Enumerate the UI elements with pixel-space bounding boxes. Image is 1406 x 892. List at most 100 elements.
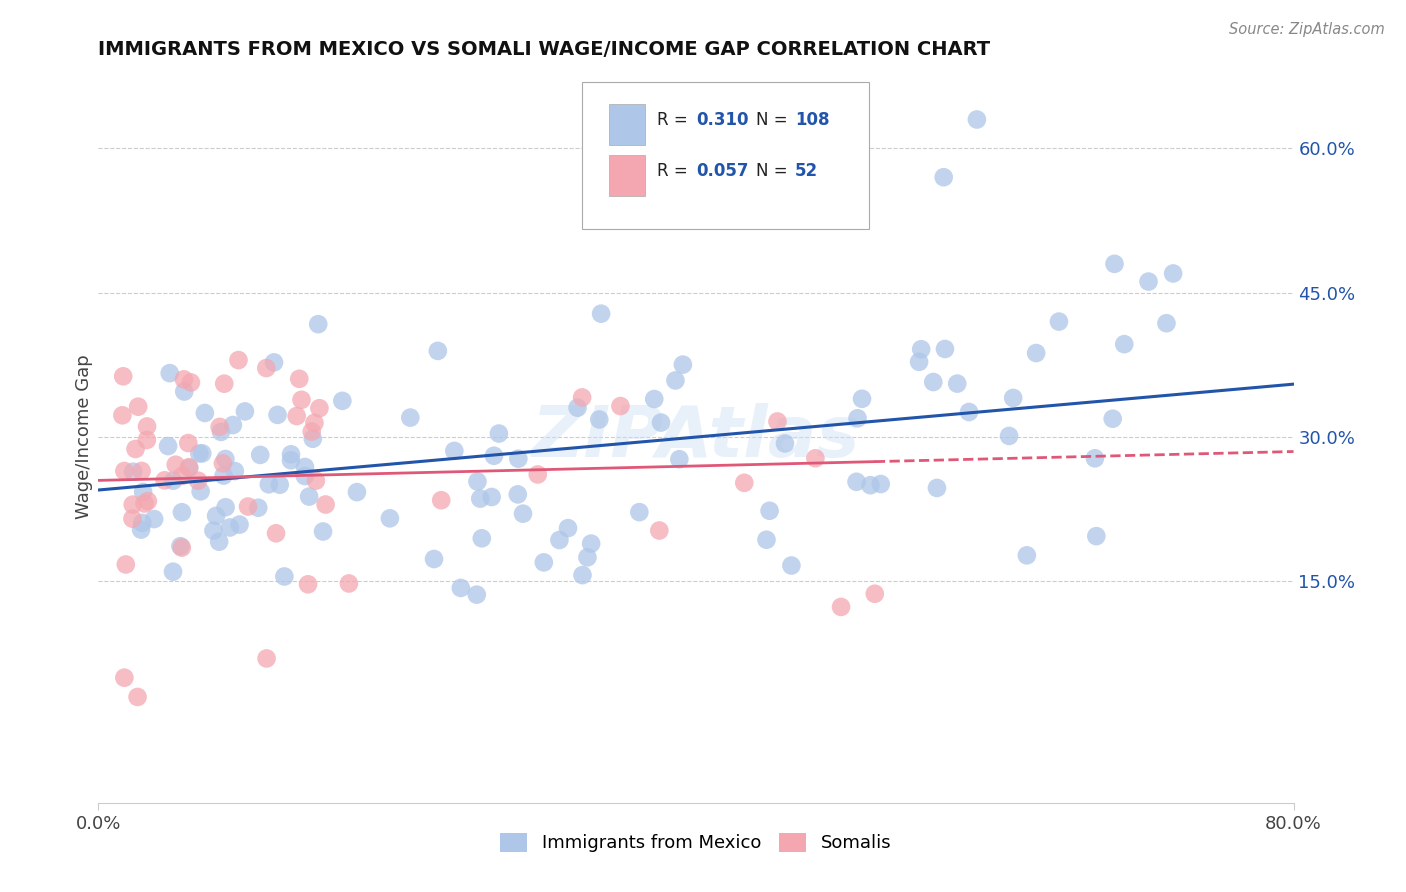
Point [863, 587, 886, 601]
Point [132, 484, 155, 499]
Point [190, 484, 212, 499]
Point [1025, 346, 1047, 360]
Point [219, 520, 242, 534]
FancyBboxPatch shape [582, 82, 869, 228]
Point [932, 170, 955, 185]
Point [957, 405, 980, 419]
Point [346, 485, 368, 500]
Point [247, 500, 270, 515]
Point [212, 376, 235, 391]
Point [648, 524, 671, 538]
Point [177, 436, 200, 450]
Point [228, 353, 250, 368]
Point [202, 524, 225, 538]
Point [1047, 315, 1070, 329]
Point [298, 490, 321, 504]
Point [579, 536, 602, 550]
Point [733, 475, 755, 490]
Point [134, 496, 156, 510]
Point [294, 460, 316, 475]
Point [121, 511, 143, 525]
Point [308, 401, 330, 416]
Point [609, 399, 631, 413]
Point [337, 576, 360, 591]
Text: 52: 52 [796, 162, 818, 180]
Y-axis label: Wage/Income Gap: Wage/Income Gap [75, 355, 93, 519]
Point [188, 446, 211, 460]
Point [301, 432, 323, 446]
Point [222, 417, 245, 432]
Point [169, 539, 191, 553]
Point [170, 541, 193, 555]
Point [301, 425, 323, 439]
Point [236, 500, 259, 514]
Point [153, 473, 176, 487]
Point [571, 391, 593, 405]
Point [194, 406, 217, 420]
Point [112, 464, 135, 478]
Point [766, 415, 789, 429]
Point [208, 420, 231, 434]
Point [567, 401, 589, 415]
Point [208, 534, 231, 549]
Point [471, 531, 494, 545]
Point [162, 474, 184, 488]
Point [224, 464, 246, 478]
Point [488, 426, 510, 441]
Point [1114, 337, 1136, 351]
Point [256, 651, 278, 665]
Point [1104, 257, 1126, 271]
Point [804, 451, 827, 466]
Point [330, 393, 353, 408]
Point [264, 526, 287, 541]
Point [399, 410, 422, 425]
Point [159, 366, 181, 380]
Point [1161, 267, 1184, 281]
Point [269, 477, 291, 491]
Point [628, 505, 651, 519]
Point [157, 439, 180, 453]
Point [430, 493, 453, 508]
FancyBboxPatch shape [609, 155, 644, 195]
Point [257, 477, 280, 491]
Point [1101, 411, 1123, 425]
Point [129, 523, 152, 537]
Point [548, 533, 571, 547]
Point [205, 508, 228, 523]
Point [307, 317, 329, 331]
Point [290, 392, 312, 407]
Point [922, 375, 945, 389]
Point [315, 498, 337, 512]
Point [249, 448, 271, 462]
Text: IMMIGRANTS FROM MEXICO VS SOMALI WAGE/INCOME GAP CORRELATION CHART: IMMIGRANTS FROM MEXICO VS SOMALI WAGE/IN… [98, 39, 991, 59]
Point [526, 467, 548, 482]
Point [254, 361, 277, 376]
Text: R =: R = [657, 111, 688, 128]
Point [285, 409, 308, 423]
Point [533, 555, 555, 569]
Point [263, 355, 285, 369]
Point [266, 408, 288, 422]
Point [672, 358, 695, 372]
Point [450, 581, 472, 595]
Point [1002, 391, 1025, 405]
Point [273, 569, 295, 583]
Point [1137, 275, 1160, 289]
Point [966, 112, 988, 127]
Point [214, 500, 236, 515]
Point [946, 376, 969, 391]
Point [143, 512, 166, 526]
Point [846, 411, 869, 425]
Point [845, 475, 868, 489]
Point [212, 468, 235, 483]
Text: N =: N = [756, 162, 787, 180]
Point [162, 565, 184, 579]
Point [170, 505, 193, 519]
Point [910, 343, 932, 357]
Point [830, 599, 852, 614]
Point [773, 436, 796, 450]
Point [112, 671, 135, 685]
Point [925, 481, 948, 495]
Point [591, 307, 613, 321]
Point [112, 369, 135, 384]
